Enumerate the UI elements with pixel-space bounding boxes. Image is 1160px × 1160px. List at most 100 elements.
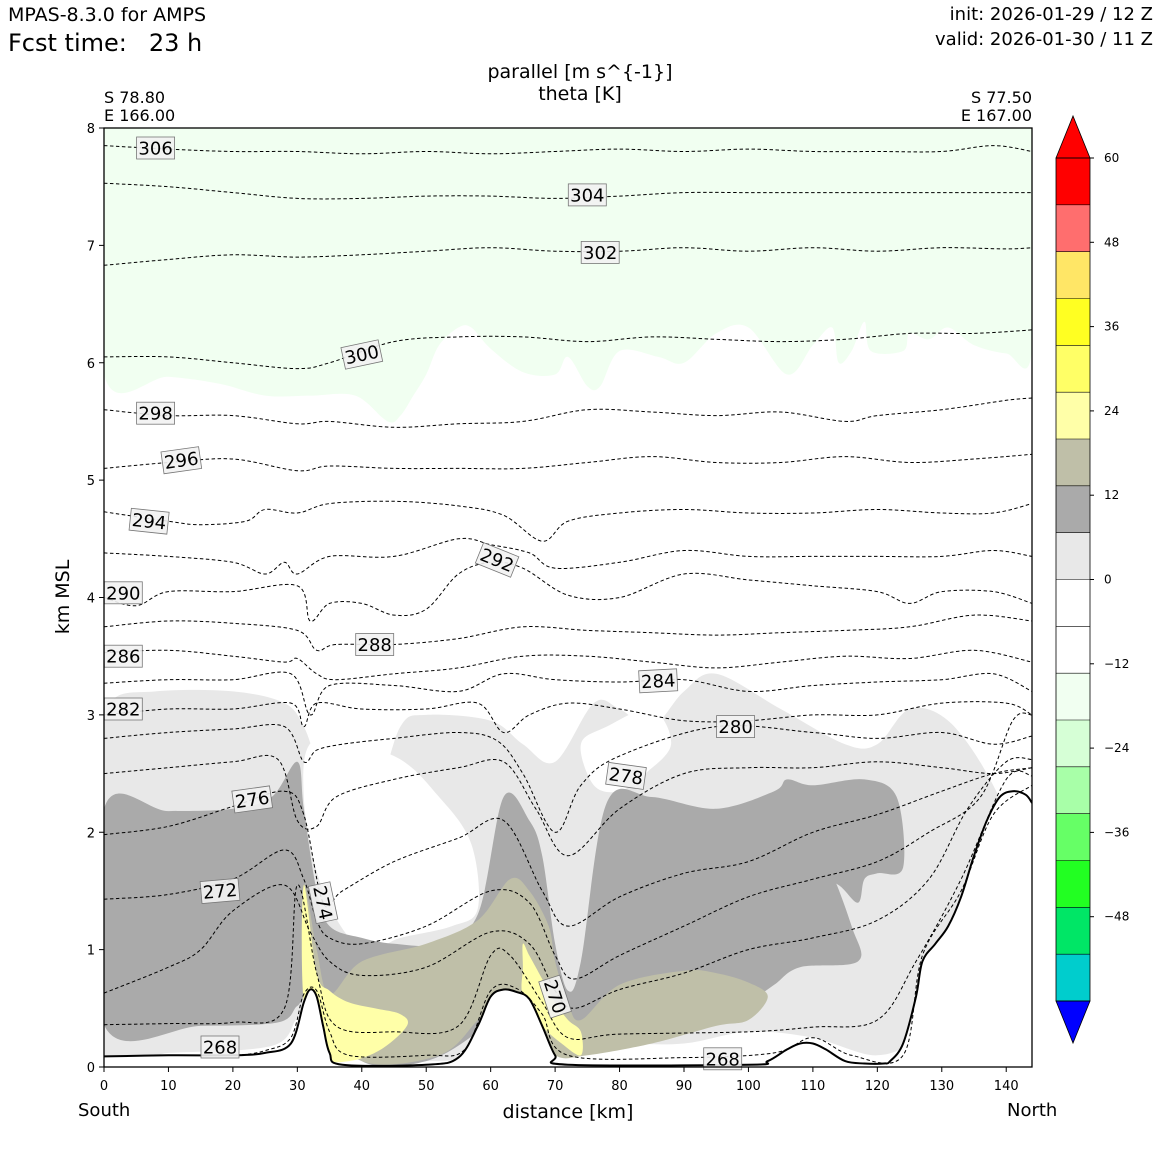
- contour-label-text: 282: [106, 700, 140, 721]
- contour-label-284: 284: [638, 668, 679, 694]
- theta-contour-284: [104, 671, 1032, 716]
- contour-label-280: 280: [716, 715, 755, 738]
- colorbar-tick-label: −24: [1104, 741, 1129, 755]
- theta-contour-282: [104, 701, 1032, 734]
- theta-contour-298: [104, 397, 1032, 428]
- wind-region-inner-white-2: [580, 708, 672, 793]
- contour-label-text: 272: [202, 880, 238, 904]
- contour-label-text: 298: [138, 404, 172, 425]
- contour-label-298: 298: [136, 401, 176, 425]
- theta-contour-286: [104, 649, 1032, 681]
- contour-label-text: 292: [477, 545, 517, 577]
- chart-title-line-1: parallel [m s^{-1}]: [487, 61, 673, 83]
- theta-contour-300: [104, 329, 1032, 370]
- colorbar-extend-min: [1055, 1000, 1091, 1045]
- x-tick-label: 120: [865, 1079, 890, 1094]
- valid-time: valid: 2026-01-30 / 11 Z: [935, 29, 1153, 50]
- colorbar-box: [1056, 298, 1090, 346]
- colorbar-tick-label: 24: [1104, 404, 1119, 418]
- wind-fill-layer: [104, 128, 1032, 1067]
- colorbar-tick-label: −12: [1104, 657, 1129, 671]
- y-tick-label: 0: [87, 1061, 95, 1076]
- contour-label-286: 286: [103, 644, 143, 668]
- colorbar-tick-label: 36: [1104, 320, 1119, 334]
- colorbar-box: [1056, 579, 1090, 627]
- y-tick-label: 5: [87, 474, 95, 489]
- wind-region-yellow-24-30a: [301, 884, 408, 1063]
- left-endpoint-lon: E 166.00: [104, 106, 176, 125]
- contour-label-302: 302: [580, 240, 620, 264]
- theta-contour-288: [104, 614, 1032, 652]
- colorbar-box: [1056, 485, 1090, 533]
- contour-label-box: [567, 183, 607, 207]
- colorbar-tick-label: −48: [1104, 910, 1129, 924]
- colorbar-tick-label: 0: [1104, 573, 1112, 587]
- contour-label-306: 306: [136, 136, 176, 160]
- x-tick-label: 10: [160, 1079, 177, 1094]
- colorbar: 60 48 36 24 12 0 −12 −24 −36 −48: [1055, 114, 1129, 1045]
- contour-label-text: 294: [131, 510, 167, 534]
- south-label: South: [78, 1100, 131, 1121]
- contour-label-box: [160, 446, 203, 475]
- contour-label-276: 276: [231, 785, 273, 814]
- theta-contour-270: [104, 770, 1032, 1040]
- contour-label-278: 278: [605, 761, 647, 790]
- contour-label-290: 290: [103, 581, 143, 604]
- contour-label-text: 278: [607, 764, 644, 790]
- wind-region-upper-negative: [104, 128, 1032, 423]
- theta-contour-layer: [104, 145, 1032, 1064]
- x-tick-label: 30: [289, 1079, 306, 1094]
- y-tick-label: 2: [87, 826, 95, 841]
- left-endpoint: S 78.80 E 166.00: [104, 89, 175, 125]
- x-tick-label: 50: [418, 1079, 435, 1094]
- colorbar-tick-label: 12: [1104, 488, 1119, 502]
- contour-label-272: 272: [199, 877, 241, 904]
- theta-contour-294: [104, 500, 1032, 542]
- colorbar-box: [1056, 158, 1090, 205]
- contour-label-text: 290: [106, 583, 140, 604]
- x-tick-label: 40: [354, 1079, 371, 1094]
- x-tick-label: 90: [676, 1079, 693, 1094]
- model-name: MPAS-8.3.0 for AMPS: [8, 4, 207, 26]
- theta-contour-306: [104, 145, 1032, 155]
- contour-label-294: 294: [128, 507, 170, 535]
- colorbar-box: [1056, 204, 1090, 252]
- contour-label-268: 268: [200, 1035, 240, 1059]
- theta-contour-268: [104, 784, 1032, 1064]
- colorbar-box: [1056, 673, 1090, 720]
- wind-region-inner-white-1: [303, 736, 480, 952]
- contour-label-box: [307, 881, 339, 925]
- colorbar-box: [1056, 392, 1090, 439]
- y-tick-label: 8: [87, 122, 95, 137]
- colorbar-box: [1056, 439, 1090, 486]
- contour-label-box: [136, 401, 176, 425]
- contour-label-text: 286: [106, 647, 140, 668]
- x-tick-label: 110: [800, 1079, 825, 1094]
- theta-contour-276: [104, 767, 1032, 927]
- theta-contour-280: [104, 724, 1032, 833]
- contour-label-text: 302: [583, 243, 617, 264]
- colorbar-box: [1056, 626, 1090, 674]
- north-label: North: [1007, 1100, 1058, 1121]
- y-tick-label: 6: [87, 357, 95, 372]
- theta-contour-292: [104, 537, 1032, 575]
- contour-label-box: [340, 339, 384, 370]
- contour-label-box: [128, 507, 170, 535]
- chart-title-line-2: theta [K]: [538, 83, 622, 105]
- x-axis: 0 10 20 30 40 50 60 70 80 90 100 110 120 130 140: [100, 1067, 1019, 1094]
- colorbar-box: [1056, 532, 1090, 580]
- contour-label-box: [538, 974, 572, 1019]
- right-endpoint-lat: S 77.50: [970, 88, 1032, 107]
- right-endpoint: S 77.50 E 167.00: [961, 89, 1032, 125]
- contour-label-text: 280: [718, 717, 752, 738]
- contour-label-text: 268: [203, 1038, 237, 1059]
- contour-label-288: 288: [355, 633, 395, 656]
- colorbar-tick-label: 48: [1104, 235, 1119, 249]
- colorbar-box: [1056, 813, 1090, 861]
- colorbar-box: [1056, 251, 1090, 299]
- theta-contour-274: [104, 712, 1032, 980]
- colorbar-tick-label: −36: [1104, 825, 1129, 839]
- contour-label-text: 284: [641, 670, 676, 693]
- y-tick-label: 1: [87, 944, 95, 959]
